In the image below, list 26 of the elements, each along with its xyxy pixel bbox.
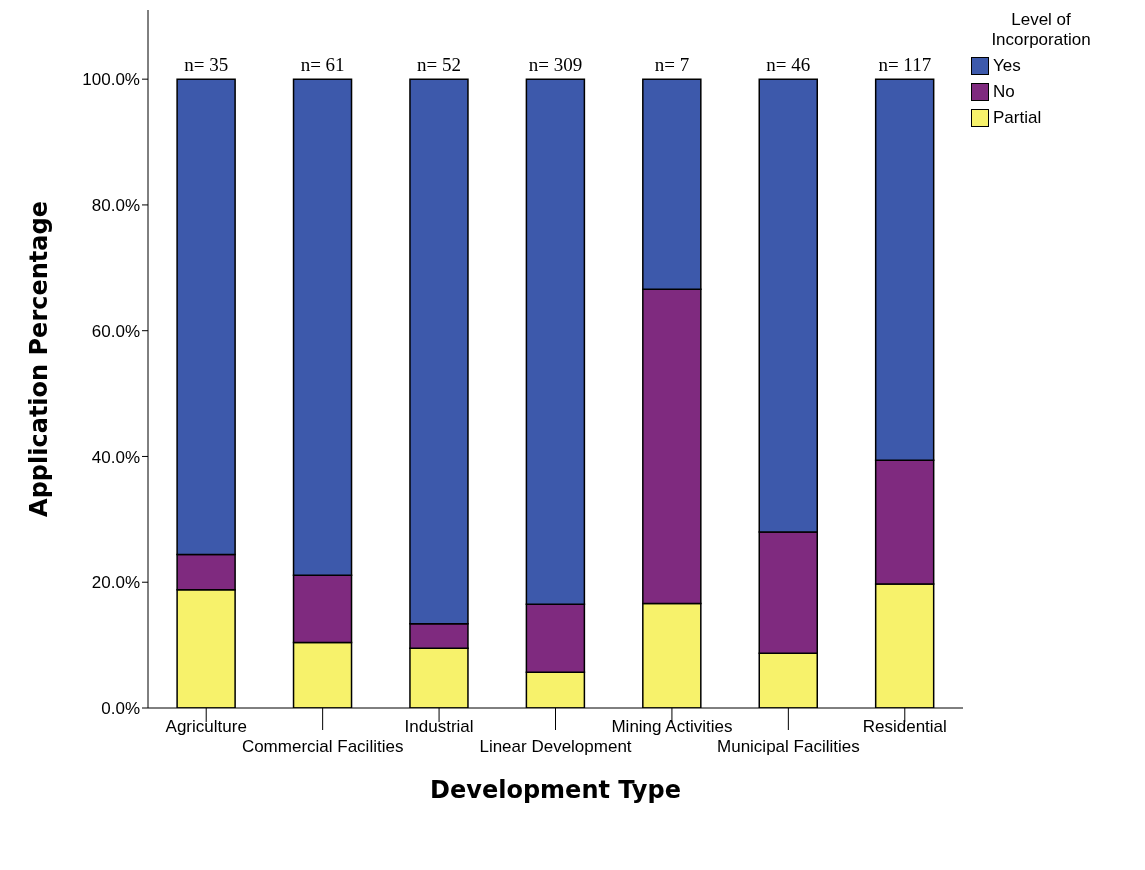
- x-tick-label: Commercial Facilities: [241, 737, 404, 756]
- annotation: n= 46: [766, 54, 811, 76]
- x-tick-label: Industrial: [404, 717, 474, 736]
- x-tick-label: Residential: [862, 717, 947, 736]
- annotation: n= 309: [528, 54, 583, 76]
- y-tick-label: 0.0%: [101, 699, 140, 719]
- legend-label: Yes: [993, 56, 1021, 76]
- legend-title: Level of Incorporation: [990, 10, 1092, 50]
- y-tick-label: 20.0%: [91, 573, 140, 593]
- x-tick-label: Mining Activities: [611, 717, 733, 736]
- annotation: n= 52: [417, 54, 462, 76]
- legend-label: No: [993, 82, 1015, 102]
- annotation: n= 117: [878, 54, 932, 76]
- y-tick-label: 100.0%: [82, 70, 140, 90]
- y-tick-label: 80.0%: [91, 195, 140, 215]
- legend-label: Partial: [993, 108, 1042, 128]
- x-axis-title: Development Type: [430, 776, 681, 804]
- y-axis-title: Application Percentage: [24, 201, 53, 517]
- x-tick-label: Agriculture: [165, 717, 247, 736]
- x-tick-label: Linear Development: [479, 737, 632, 756]
- annotation: n= 7: [654, 54, 690, 76]
- annotation: n= 35: [184, 54, 229, 76]
- y-tick-label: 40.0%: [91, 447, 140, 467]
- annotation: n= 61: [300, 54, 345, 76]
- y-tick-label: 60.0%: [91, 321, 140, 341]
- x-tick-label: Municipal Facilities: [717, 737, 860, 756]
